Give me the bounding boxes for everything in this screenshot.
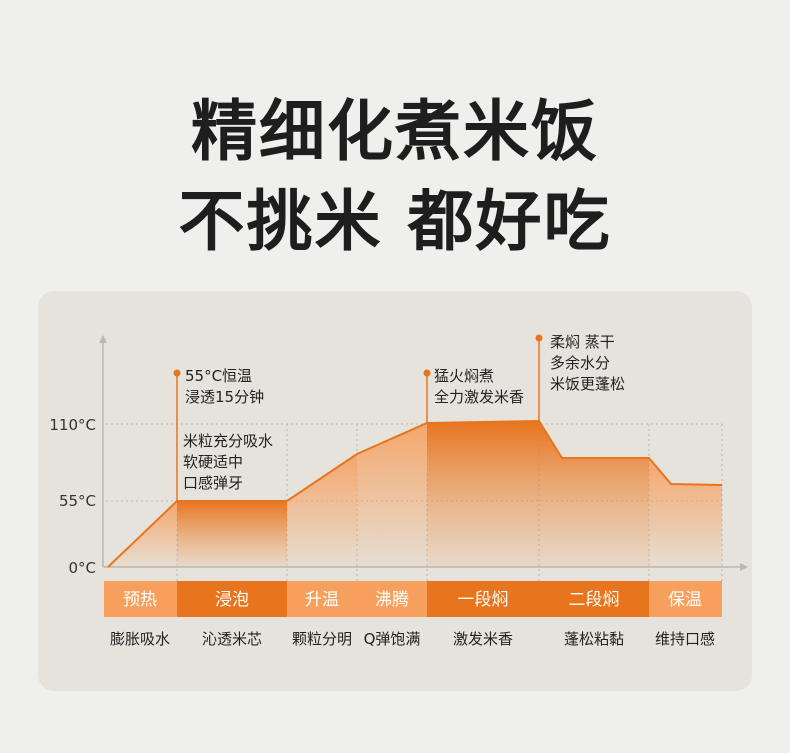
- phase-label-simmer-1: 一段焖: [458, 590, 509, 610]
- phase-label-boil: 沸腾: [375, 590, 409, 610]
- annotation-simmer1-line-2: 全力激发米香: [434, 388, 524, 406]
- phase-cell-simmer-1: [427, 581, 539, 617]
- annotation-simmer1-line-1: 猛火焖煮: [434, 367, 494, 385]
- annotation-marker-dot-1: [173, 369, 181, 377]
- area-soak: [177, 501, 287, 567]
- phase-label-soak: 浸泡: [215, 590, 249, 610]
- x-axis-arrow: [740, 563, 748, 571]
- y-tick-0: 0°C: [68, 559, 96, 577]
- area-keepwarm: [649, 458, 722, 567]
- phase-cell-boil: [357, 581, 427, 617]
- phase-cell-heatup: [287, 581, 357, 617]
- annotation-marker-dot-2: [423, 369, 431, 377]
- area-simmer-2: [539, 421, 649, 567]
- temperature-chart: 110°C 55°C 0°C 55°C恒温 浸透15分钟 米粒充分吸水 软硬适中…: [49, 333, 748, 648]
- stage-desc-heatup: 颗粒分明: [292, 630, 352, 648]
- stage-desc-simmer-2: 蓬松粘黏: [564, 630, 624, 648]
- annotation-absorb-line-2: 软硬适中: [183, 453, 243, 471]
- y-tick-55: 55°C: [59, 492, 96, 510]
- phase-label-preheat: 预热: [123, 590, 157, 610]
- phase-cell-preheat: [104, 581, 177, 617]
- annotation-simmer2-line-2: 多余水分: [550, 354, 610, 372]
- headline-line-1: 精细化煮米饭: [191, 93, 599, 170]
- annotation-soak-line-1: 55°C恒温: [185, 367, 252, 385]
- phase-label-heatup: 升温: [305, 590, 339, 610]
- y-axis-arrow: [99, 335, 107, 343]
- stage-desc-soak: 沁透米芯: [202, 630, 262, 648]
- annotation-simmer2-line-1: 柔焖 蒸干: [550, 333, 615, 351]
- stage-desc-keepwarm: 维持口感: [655, 630, 715, 648]
- temperature-curve: [107, 419, 723, 568]
- area-boil: [357, 423, 427, 567]
- annotation-simmer2-line-3: 米饭更蓬松: [550, 375, 625, 393]
- area-simmer-1: [427, 421, 539, 567]
- phase-label-simmer-2: 二段焖: [569, 590, 620, 610]
- annotation-marker-dot-3: [535, 334, 543, 342]
- area-heatup: [287, 454, 357, 567]
- stage-desc-boil: Q弹饱满: [364, 630, 421, 648]
- annotation-absorb-line-3: 口感弹牙: [183, 474, 243, 492]
- annotation-absorb-line-1: 米粒充分吸水: [183, 432, 273, 450]
- y-tick-110: 110°C: [49, 416, 96, 434]
- phase-cell-keepwarm: [649, 581, 722, 617]
- phase-label-keepwarm: 保温: [668, 590, 702, 610]
- headline-line-2: 不挑米 都好吃: [178, 183, 612, 260]
- phase-cell-soak: [177, 581, 287, 617]
- annotation-soak-line-2: 浸透15分钟: [185, 388, 264, 406]
- chart-card: 110°C 55°C 0°C 55°C恒温 浸透15分钟 米粒充分吸水 软硬适中…: [38, 291, 752, 691]
- stage-desc-simmer-1: 激发米香: [453, 630, 513, 648]
- stage-desc-preheat: 膨胀吸水: [110, 630, 170, 648]
- phase-cell-simmer-2: [539, 581, 649, 617]
